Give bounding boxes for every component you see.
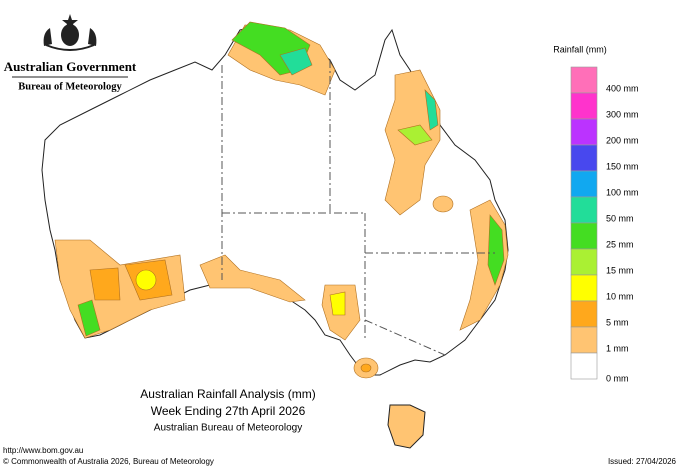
legend-swatch xyxy=(570,222,598,250)
legend-label: 0 mm xyxy=(606,373,629,383)
legend-swatch xyxy=(570,118,598,146)
legend-label: 15 mm xyxy=(606,265,634,275)
legend-swatch xyxy=(570,352,598,380)
legend-label: 300 mm xyxy=(606,109,639,119)
legend-swatch xyxy=(570,248,598,276)
legend-label: 50 mm xyxy=(606,213,634,223)
legend-label: 5 mm xyxy=(606,317,629,327)
caption-source: Australian Bureau of Meteorology xyxy=(154,423,302,434)
legend-label: 100 mm xyxy=(606,187,639,197)
state-border xyxy=(364,319,446,356)
legend-swatch xyxy=(570,92,598,120)
legend-label: 150 mm xyxy=(606,161,639,171)
legend-swatch xyxy=(570,144,598,172)
legend: 400 mm 300 mm 200 mm 150 mm 100 mm 50 mm 25 mm… xyxy=(570,66,639,383)
rain-areas xyxy=(54,21,509,379)
bureau-name: Bureau of Meteorology xyxy=(18,81,122,92)
legend-swatch xyxy=(570,300,598,328)
footer-url: http://www.bom.gov.au xyxy=(3,446,83,455)
tasmania xyxy=(387,404,426,449)
map xyxy=(41,21,509,449)
legend-swatch xyxy=(570,326,598,354)
legend-swatch xyxy=(570,196,598,224)
legend-label: 200 mm xyxy=(606,135,639,145)
legend-swatch xyxy=(570,274,598,302)
footer-copyright: © Commonwealth of Australia 2026, Bureau… xyxy=(3,457,214,466)
caption-title: Australian Rainfall Analysis (mm) xyxy=(140,387,315,401)
legend-label: 25 mm xyxy=(606,239,634,249)
caption-period: Week Ending 27th April 2026 xyxy=(151,404,306,418)
legend-swatch xyxy=(570,66,598,94)
footer-issued: Issued: 27/04/2026 xyxy=(608,457,677,466)
legend-label: 400 mm xyxy=(606,83,639,93)
agency-name: Australian Government xyxy=(4,59,137,74)
legend-swatch xyxy=(570,170,598,198)
legend-label: 1 mm xyxy=(606,343,629,353)
coat-of-arms xyxy=(43,14,97,51)
legend-label: 10 mm xyxy=(606,291,634,301)
legend-title: Rainfall (mm) xyxy=(553,44,607,54)
